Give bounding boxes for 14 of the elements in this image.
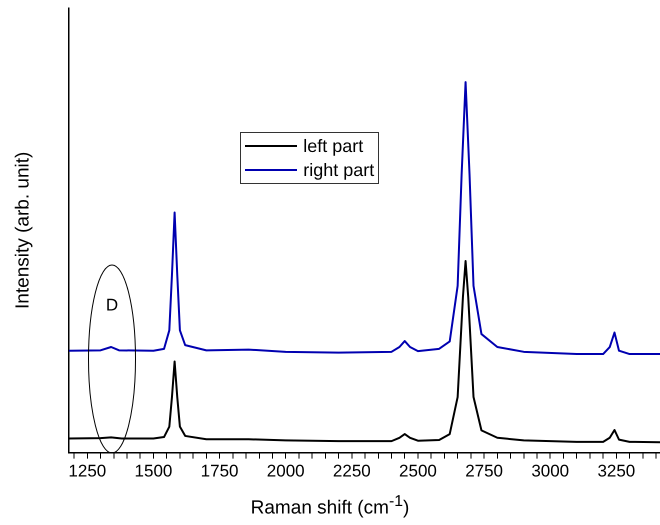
annotation: D xyxy=(106,296,118,315)
x-tick-label: 2000 xyxy=(266,461,305,480)
legend-label: left part xyxy=(303,135,364,158)
x-tick-label: 1250 xyxy=(68,461,106,480)
legend-label: right part xyxy=(303,159,374,182)
x-tick-label: 2500 xyxy=(399,461,437,480)
y-axis-title: Intensity (arb. unit) xyxy=(12,152,34,309)
x-tick-label: 1500 xyxy=(134,461,172,480)
x-tick-label: 2750 xyxy=(465,461,504,480)
x-tick-label: 3250 xyxy=(597,461,636,480)
x-axis-title: Raman shift (cm$^{-1}$) xyxy=(250,492,410,519)
x-tick-label: 3000 xyxy=(531,461,570,480)
x-tick-label: 1750 xyxy=(200,461,238,480)
x-tick-label: 2250 xyxy=(332,461,371,480)
